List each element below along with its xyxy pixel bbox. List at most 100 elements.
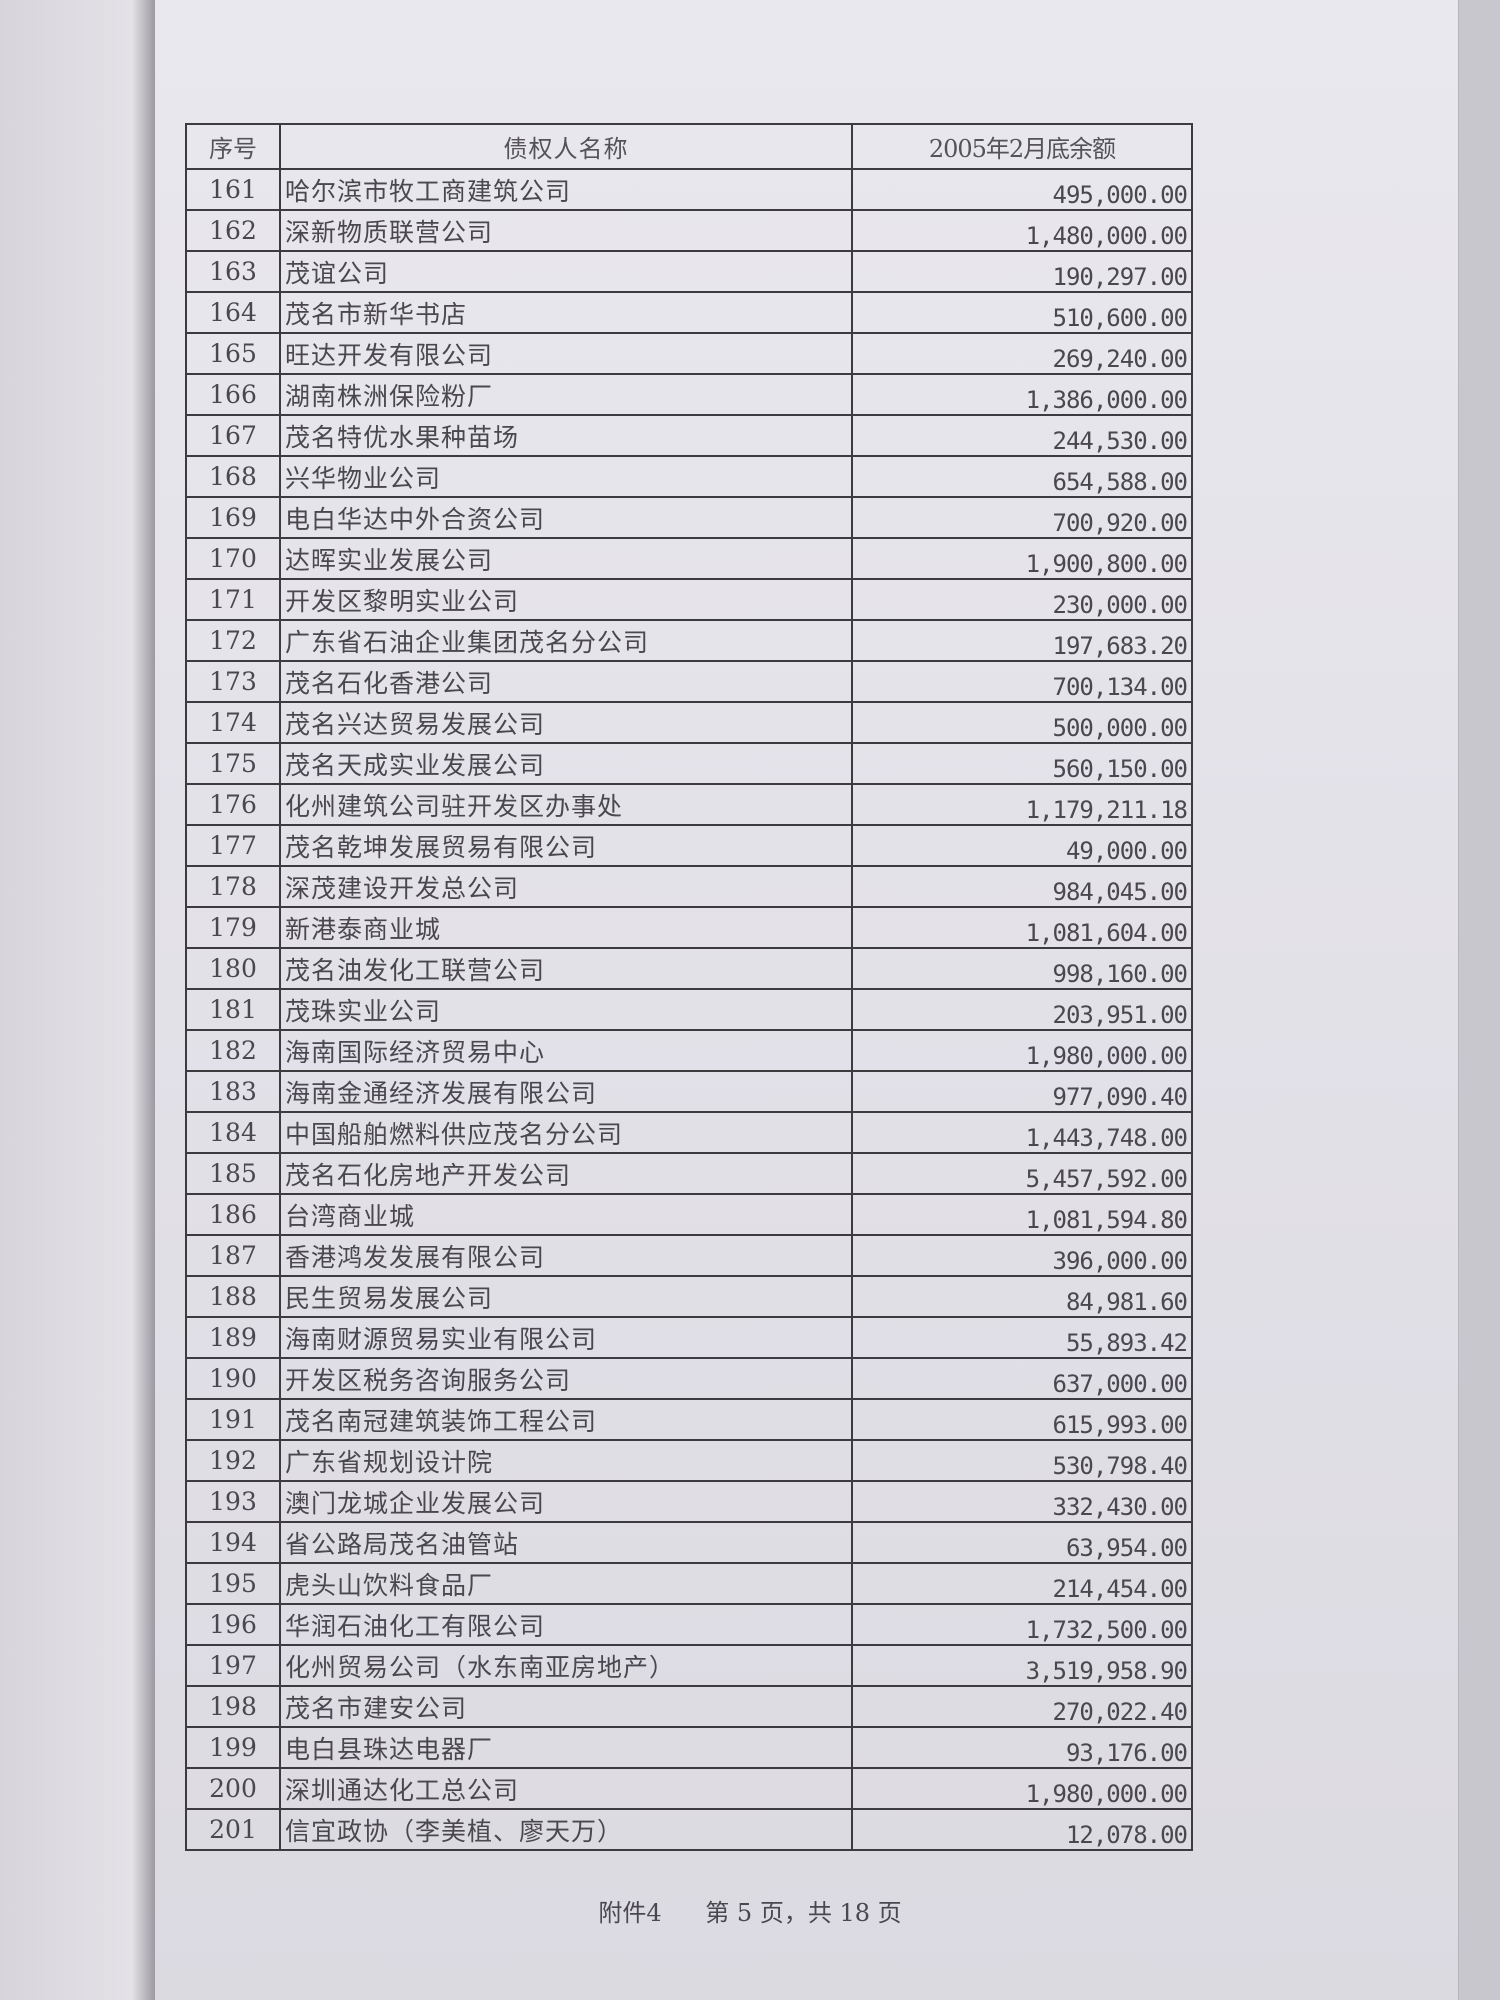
- cell-creditor-name: 海南财源贸易实业有限公司: [279, 1316, 853, 1359]
- cell-serial-number: 186: [185, 1193, 281, 1236]
- cell-balance: 332,430.00: [851, 1480, 1193, 1523]
- cell-creditor-name: 开发区税务咨询服务公司: [279, 1357, 853, 1400]
- cell-creditor-name: 信宜政协（李美植、廖天万）: [279, 1808, 853, 1851]
- table-row: 163 茂谊公司 190,297.00: [185, 250, 1193, 293]
- table-row: 193 澳门龙城企业发展公司 332,430.00: [185, 1480, 1193, 1523]
- cell-balance: 214,454.00: [851, 1562, 1193, 1605]
- table-row: 190 开发区税务咨询服务公司 637,000.00: [185, 1357, 1193, 1400]
- cell-creditor-name: 茂名天成实业发展公司: [279, 742, 853, 785]
- cell-serial-number: 171: [185, 578, 281, 621]
- cell-balance: 530,798.40: [851, 1439, 1193, 1482]
- cell-creditor-name: 深新物质联营公司: [279, 209, 853, 252]
- cell-serial-number: 177: [185, 824, 281, 867]
- cell-balance: 615,993.00: [851, 1398, 1193, 1441]
- cell-balance: 984,045.00: [851, 865, 1193, 908]
- cell-balance: 1,179,211.18: [851, 783, 1193, 826]
- cell-balance: 12,078.00: [851, 1808, 1193, 1851]
- footer-attachment: 附件4: [598, 1899, 662, 1927]
- table-body: 161 哈尔滨市牧工商建筑公司 495,000.00 162 深新物质联营公司 1,480…: [185, 168, 1193, 1851]
- cell-balance: 510,600.00: [851, 291, 1193, 334]
- cell-serial-number: 173: [185, 660, 281, 703]
- table-row: 171 开发区黎明实业公司 230,000.00: [185, 578, 1193, 621]
- table-row: 185 茂名石化房地产开发公司 5,457,592.00: [185, 1152, 1193, 1195]
- cell-serial-number: 179: [185, 906, 281, 949]
- table-row: 198 茂名市建安公司 270,022.40: [185, 1685, 1193, 1728]
- cell-balance: 700,134.00: [851, 660, 1193, 703]
- table-row: 180 茂名油发化工联营公司 998,160.00: [185, 947, 1193, 990]
- cell-balance: 190,297.00: [851, 250, 1193, 293]
- cell-serial-number: 200: [185, 1767, 281, 1810]
- cell-balance: 1,980,000.00: [851, 1029, 1193, 1072]
- cell-creditor-name: 开发区黎明实业公司: [279, 578, 853, 621]
- cell-serial-number: 201: [185, 1808, 281, 1851]
- table-row: 201 信宜政协（李美植、廖天万） 12,078.00: [185, 1808, 1193, 1851]
- cell-creditor-name: 茂名油发化工联营公司: [279, 947, 853, 990]
- cell-balance: 1,732,500.00: [851, 1603, 1193, 1646]
- table-row: 187 香港鸿发发展有限公司 396,000.00: [185, 1234, 1193, 1277]
- cell-serial-number: 189: [185, 1316, 281, 1359]
- cell-serial-number: 193: [185, 1480, 281, 1523]
- table-row: 176 化州建筑公司驻开发区办事处 1,179,211.18: [185, 783, 1193, 826]
- table-row: 172 广东省石油企业集团茂名分公司 197,683.20: [185, 619, 1193, 662]
- cell-serial-number: 170: [185, 537, 281, 580]
- table-row: 174 茂名兴达贸易发展公司 500,000.00: [185, 701, 1193, 744]
- cell-creditor-name: 省公路局茂名油管站: [279, 1521, 853, 1564]
- cell-serial-number: 197: [185, 1644, 281, 1687]
- cell-creditor-name: 广东省规划设计院: [279, 1439, 853, 1482]
- cell-creditor-name: 茂名石化香港公司: [279, 660, 853, 703]
- cell-serial-number: 198: [185, 1685, 281, 1728]
- cell-serial-number: 161: [185, 168, 281, 211]
- cell-balance: 637,000.00: [851, 1357, 1193, 1400]
- cell-balance: 3,519,958.90: [851, 1644, 1193, 1687]
- table-header-row: 序号 债权人名称 2005年2月底余额: [185, 123, 1193, 170]
- cell-creditor-name: 电白县珠达电器厂: [279, 1726, 853, 1769]
- table-row: 200 深圳通达化工总公司 1,980,000.00: [185, 1767, 1193, 1810]
- cell-creditor-name: 湖南株洲保险粉厂: [279, 373, 853, 416]
- cell-creditor-name: 虎头山饮料食品厂: [279, 1562, 853, 1605]
- cell-creditor-name: 新港泰商业城: [279, 906, 853, 949]
- cell-creditor-name: 茂谊公司: [279, 250, 853, 293]
- cell-serial-number: 190: [185, 1357, 281, 1400]
- cell-serial-number: 199: [185, 1726, 281, 1769]
- cell-serial-number: 175: [185, 742, 281, 785]
- cell-balance: 269,240.00: [851, 332, 1193, 375]
- binding-strip: [0, 0, 155, 2000]
- cell-serial-number: 174: [185, 701, 281, 744]
- creditor-table: 序号 债权人名称 2005年2月底余额 161 哈尔滨市牧工商建筑公司 495,00…: [185, 123, 1193, 1851]
- cell-creditor-name: 茂珠实业公司: [279, 988, 853, 1031]
- table-row: 164 茂名市新华书店 510,600.00: [185, 291, 1193, 334]
- table-row: 178 深茂建设开发总公司 984,045.00: [185, 865, 1193, 908]
- cell-creditor-name: 澳门龙城企业发展公司: [279, 1480, 853, 1523]
- cell-balance: 396,000.00: [851, 1234, 1193, 1277]
- cell-serial-number: 168: [185, 455, 281, 498]
- cell-balance: 1,443,748.00: [851, 1111, 1193, 1154]
- cell-serial-number: 167: [185, 414, 281, 457]
- cell-balance: 1,900,800.00: [851, 537, 1193, 580]
- cell-balance: 270,022.40: [851, 1685, 1193, 1728]
- cell-creditor-name: 茂名石化房地产开发公司: [279, 1152, 853, 1195]
- cell-balance: 654,588.00: [851, 455, 1193, 498]
- cell-creditor-name: 兴华物业公司: [279, 455, 853, 498]
- table-row: 195 虎头山饮料食品厂 214,454.00: [185, 1562, 1193, 1605]
- cell-balance: 1,386,000.00: [851, 373, 1193, 416]
- cell-creditor-name: 茂名市建安公司: [279, 1685, 853, 1728]
- table-row: 169 电白华达中外合资公司 700,920.00: [185, 496, 1193, 539]
- table-row: 192 广东省规划设计院 530,798.40: [185, 1439, 1193, 1482]
- table-row: 168 兴华物业公司 654,588.00: [185, 455, 1193, 498]
- cell-balance: 1,480,000.00: [851, 209, 1193, 252]
- cell-balance: 1,980,000.00: [851, 1767, 1193, 1810]
- cell-balance: 93,176.00: [851, 1726, 1193, 1769]
- cell-serial-number: 192: [185, 1439, 281, 1482]
- cell-balance: 998,160.00: [851, 947, 1193, 990]
- cell-creditor-name: 海南金通经济发展有限公司: [279, 1070, 853, 1113]
- cell-serial-number: 195: [185, 1562, 281, 1605]
- cell-creditor-name: 茂名南冠建筑装饰工程公司: [279, 1398, 853, 1441]
- cell-creditor-name: 茂名市新华书店: [279, 291, 853, 334]
- cell-balance: 197,683.20: [851, 619, 1193, 662]
- cell-serial-number: 178: [185, 865, 281, 908]
- cell-serial-number: 194: [185, 1521, 281, 1564]
- table-row: 167 茂名特优水果种苗场 244,530.00: [185, 414, 1193, 457]
- cell-creditor-name: 茂名兴达贸易发展公司: [279, 701, 853, 744]
- table-row: 177 茂名乾坤发展贸易有限公司 49,000.00: [185, 824, 1193, 867]
- cell-serial-number: 183: [185, 1070, 281, 1113]
